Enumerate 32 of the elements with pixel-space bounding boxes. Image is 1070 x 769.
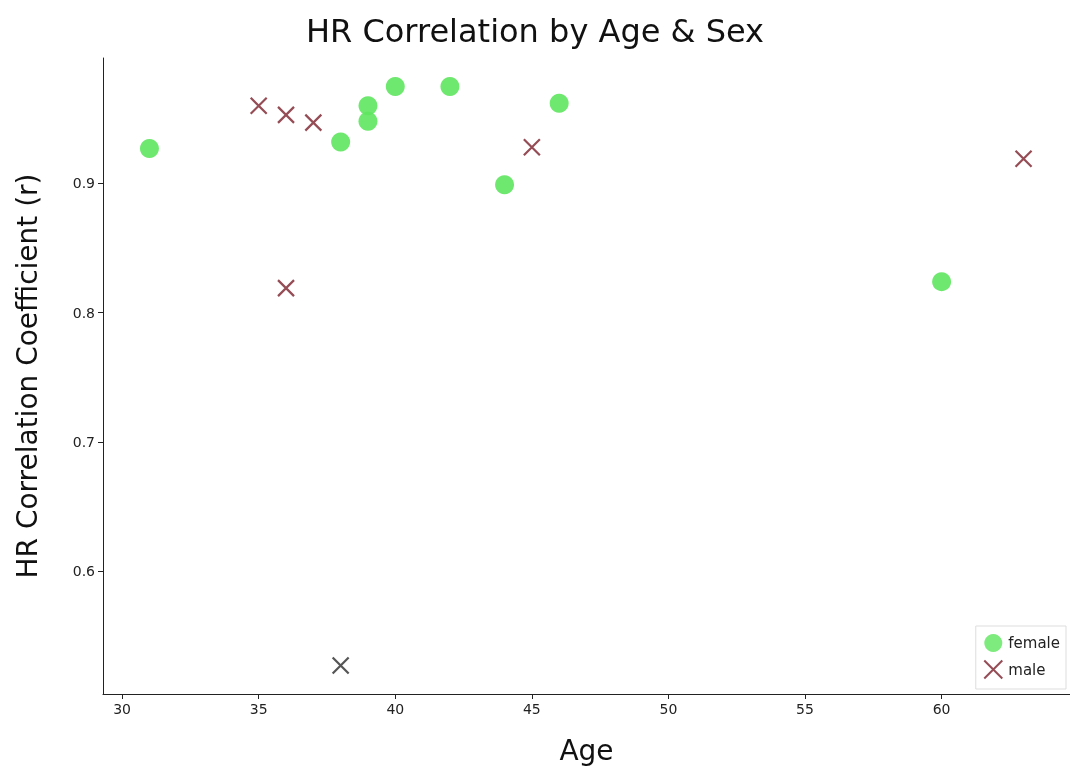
y-tick-label: 0.8 — [72, 304, 95, 321]
point — [522, 138, 541, 157]
x-tick-label: 45 — [522, 701, 541, 717]
x-tick-label: 60 — [932, 701, 951, 717]
point — [549, 93, 569, 113]
point — [304, 113, 323, 132]
point — [139, 138, 159, 158]
point — [276, 279, 296, 298]
x-axis-title: Age — [559, 733, 614, 767]
point — [249, 96, 268, 115]
point — [495, 175, 515, 195]
point — [440, 76, 460, 96]
y-tick-label: 0.9 — [72, 175, 95, 192]
x-tick-label: 35 — [249, 701, 268, 717]
point — [385, 76, 405, 96]
legend-label: female — [1008, 634, 1061, 652]
x-tick-label: 40 — [386, 701, 405, 717]
x-tick-label: 30 — [113, 701, 132, 717]
chart-title: HR Correlation by Age & Sex — [305, 12, 765, 50]
point — [358, 96, 378, 116]
point — [932, 272, 952, 292]
point — [276, 105, 296, 124]
x-tick-label: 55 — [796, 701, 814, 717]
y-tick-label: 0.7 — [72, 433, 95, 450]
y-tick-label: 0.6 — [72, 563, 96, 580]
point — [331, 132, 351, 152]
point — [358, 111, 378, 131]
x-tick-label: 50 — [659, 701, 678, 717]
point — [1014, 149, 1033, 168]
y-axis-title: HR Correlation Coefficient (r) — [10, 173, 44, 579]
legend-label: male — [1008, 660, 1046, 679]
point — [331, 656, 350, 675]
